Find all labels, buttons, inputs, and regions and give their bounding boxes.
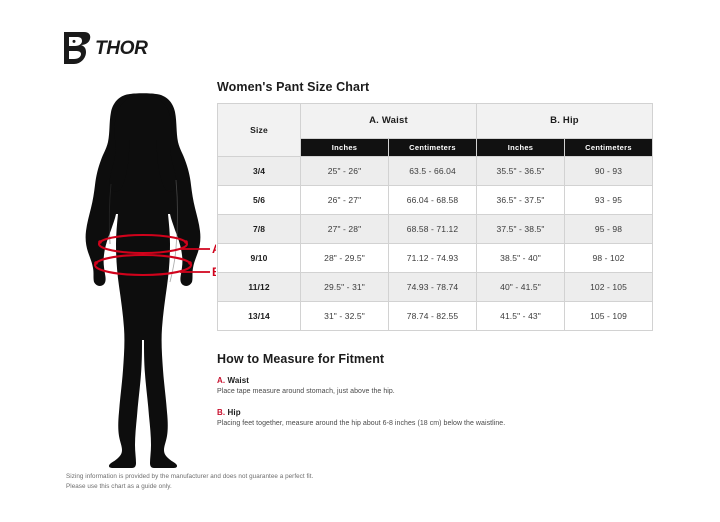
- table-row: 5/6 26" - 27" 66.04 - 68.58 36.5" - 37.5…: [217, 185, 653, 215]
- cell-waist-centimeters: 63.5 - 66.04: [388, 156, 477, 186]
- marker-name-waist: Waist: [227, 376, 250, 385]
- how-to-measure-item-waist: A. Waist Place tape measure around stoma…: [217, 376, 653, 396]
- disclaimer-line-1: Sizing information is provided by the ma…: [66, 473, 314, 480]
- thor-helmet-icon: [64, 32, 91, 64]
- svg-text:THOR: THOR: [95, 38, 148, 59]
- column-group-hip: B. Hip: [476, 103, 653, 139]
- cell-waist-centimeters: 68.58 - 71.12: [388, 214, 477, 244]
- cell-waist-centimeters: 71.12 - 74.93: [388, 243, 477, 273]
- table-header-row-groups: Size A. Waist B. Hip: [217, 103, 653, 157]
- marker-name-hip: Hip: [227, 408, 241, 418]
- column-header-hip-inches: Inches: [476, 137, 565, 158]
- cell-waist-inches: 29.5" - 31": [300, 272, 389, 302]
- marker-letter-b: B.: [217, 408, 226, 418]
- column-header-waist-inches: Inches: [300, 137, 389, 158]
- table-row: 3/4 25" - 26" 63.5 - 66.04 35.5" - 36.5"…: [217, 156, 653, 186]
- table-row: 11/12 29.5" - 31" 74.93 - 78.74 40" - 41…: [217, 272, 653, 302]
- cell-waist-centimeters: 74.93 - 78.74: [388, 272, 477, 302]
- cell-hip-centimeters: 102 - 105: [564, 272, 653, 302]
- cell-size: 11/12: [217, 272, 301, 302]
- cell-waist-centimeters: 66.04 - 68.58: [388, 185, 477, 215]
- column-header-size: Size: [217, 103, 301, 157]
- column-group-waist: A. Waist: [300, 103, 477, 139]
- marker-letter-a: A.: [217, 376, 226, 385]
- cell-waist-inches: 27" - 28": [300, 214, 389, 244]
- how-to-measure-text-hip: Placing feet together, measure around th…: [217, 420, 506, 428]
- column-header-waist-centimeters: Centimeters: [388, 137, 477, 158]
- how-to-measure-item-hip: B. Hip Placing feet together, measure ar…: [217, 408, 653, 428]
- how-to-measure-text-waist: Place tape measure around stomach, just …: [217, 388, 395, 395]
- brand-wordmark: THOR: [95, 38, 148, 59]
- table-body: 3/4 25" - 26" 63.5 - 66.04 35.5" - 36.5"…: [217, 156, 653, 331]
- cell-waist-inches: 28" - 29.5": [300, 243, 389, 273]
- cell-size: 5/6: [217, 185, 301, 215]
- cell-hip-centimeters: 90 - 93: [564, 156, 653, 186]
- cell-waist-inches: 25" - 26": [300, 156, 389, 186]
- how-to-measure-title: How to Measure for Fitment: [217, 352, 385, 366]
- cell-size: 13/14: [217, 301, 301, 331]
- table-header: Size A. Waist B. Hip Inches Centimeters …: [217, 103, 653, 158]
- how-to-measure-heading-waist: A. Waist: [217, 376, 653, 385]
- cell-waist-inches: 31" - 32.5": [300, 301, 389, 331]
- hip-measure-marker: [93, 253, 193, 277]
- body-silhouette-figure: A B: [58, 92, 216, 470]
- cell-hip-inches: 41.5" - 43": [476, 301, 565, 331]
- hip-marker-label: B: [212, 265, 216, 279]
- page-title: Women's Pant Size Chart: [217, 80, 370, 94]
- table-row: 7/8 27" - 28" 68.58 - 71.12 37.5" - 38.5…: [217, 214, 653, 244]
- cell-hip-centimeters: 98 - 102: [564, 243, 653, 273]
- cell-hip-centimeters: 93 - 95: [564, 185, 653, 215]
- table-header-row-units: Inches Centimeters Inches Centimeters: [218, 137, 653, 158]
- content-column: Women's Pant Size Chart Size A. Waist B.…: [217, 80, 653, 429]
- cell-size: 7/8: [217, 214, 301, 244]
- how-to-measure-section: How to Measure for Fitment A. Waist Plac…: [217, 352, 653, 429]
- cell-hip-inches: 37.5" - 38.5": [476, 214, 565, 244]
- cell-hip-centimeters: 105 - 109: [564, 301, 653, 331]
- waist-marker-label: A: [212, 242, 216, 256]
- table-row: 9/10 28" - 29.5" 71.12 - 74.93 38.5" - 4…: [217, 243, 653, 273]
- cell-hip-centimeters: 95 - 98: [564, 214, 653, 244]
- cell-waist-centimeters: 78.74 - 82.55: [388, 301, 477, 331]
- size-chart-table: Size A. Waist B. Hip Inches Centimeters …: [217, 103, 653, 331]
- cell-size: 3/4: [217, 156, 301, 186]
- disclaimer: Sizing information is provided by the ma…: [66, 472, 486, 492]
- silhouette-body: [85, 93, 201, 468]
- disclaimer-line-2: Please use this chart as a guide only.: [66, 482, 172, 490]
- how-to-measure-heading-hip: B. Hip: [217, 408, 653, 417]
- cell-hip-inches: 40" - 41.5": [476, 272, 565, 302]
- waist-measure-marker: [97, 233, 189, 255]
- cell-size: 9/10: [217, 243, 301, 273]
- table-row: 13/14 31" - 32.5" 78.74 - 82.55 41.5" - …: [217, 301, 653, 331]
- column-header-hip-centimeters: Centimeters: [564, 137, 653, 158]
- brand-logo: THOR: [62, 30, 182, 66]
- cell-hip-inches: 38.5" - 40": [476, 243, 565, 273]
- cell-hip-inches: 36.5" - 37.5": [476, 185, 565, 215]
- cell-waist-inches: 26" - 27": [300, 185, 389, 215]
- cell-hip-inches: 35.5" - 36.5": [476, 156, 565, 186]
